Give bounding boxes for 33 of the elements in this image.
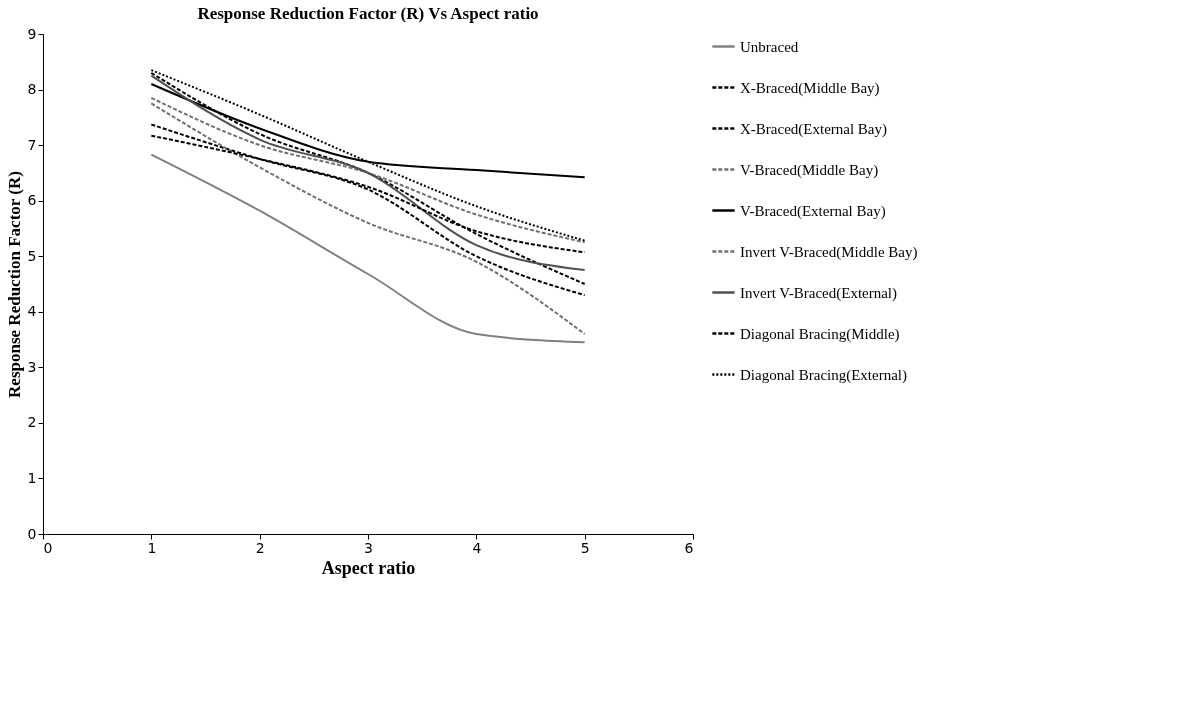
y-tick-label: 9 bbox=[27, 25, 37, 42]
y-tick-label: 8 bbox=[27, 81, 37, 98]
y-axis-title: Response Reduction Factor (R) bbox=[4, 171, 24, 398]
legend-label: X-Braced(Middle Bay) bbox=[740, 79, 880, 97]
legend-label: Diagonal Bracing(External) bbox=[740, 366, 908, 384]
y-tick-label: 3 bbox=[27, 358, 37, 375]
legend-label: V-Braced(External Bay) bbox=[740, 202, 886, 220]
legend-label: X-Braced(External Bay) bbox=[740, 120, 888, 138]
x-tick-label: 0 bbox=[43, 539, 53, 556]
line-series bbox=[150, 123, 586, 297]
line-series bbox=[150, 102, 586, 335]
x-tick-label: 5 bbox=[580, 539, 590, 556]
chart-title: Response Reduction Factor (R) Vs Aspect ratio bbox=[197, 4, 539, 23]
legend-label: V-Braced(Middle Bay) bbox=[740, 161, 879, 179]
y-tick-label: 2 bbox=[27, 414, 37, 431]
x-tick-label: 6 bbox=[684, 539, 694, 556]
x-tick-label: 3 bbox=[364, 539, 373, 556]
y-tick-label: 6 bbox=[27, 192, 37, 209]
y-tick-label: 7 bbox=[27, 136, 37, 153]
line-series bbox=[150, 96, 586, 244]
y-tick-label: 0 bbox=[27, 525, 37, 542]
x-axis-title: Aspect ratio bbox=[321, 557, 416, 578]
y-tick-label: 1 bbox=[27, 469, 37, 486]
y-tick-label: 5 bbox=[27, 247, 37, 264]
line-series bbox=[150, 153, 586, 344]
legend-label: Diagonal Bracing(Middle) bbox=[740, 325, 900, 343]
y-tick-label: 4 bbox=[27, 303, 37, 320]
legend-label: Unbraced bbox=[740, 38, 799, 55]
legend-label: Invert V-Braced(External) bbox=[740, 284, 898, 302]
x-tick-label: 4 bbox=[472, 539, 482, 556]
x-tick-label: 1 bbox=[147, 539, 157, 556]
x-tick-label: 2 bbox=[255, 539, 265, 556]
legend-label: Invert V-Braced(Middle Bay) bbox=[740, 243, 918, 261]
